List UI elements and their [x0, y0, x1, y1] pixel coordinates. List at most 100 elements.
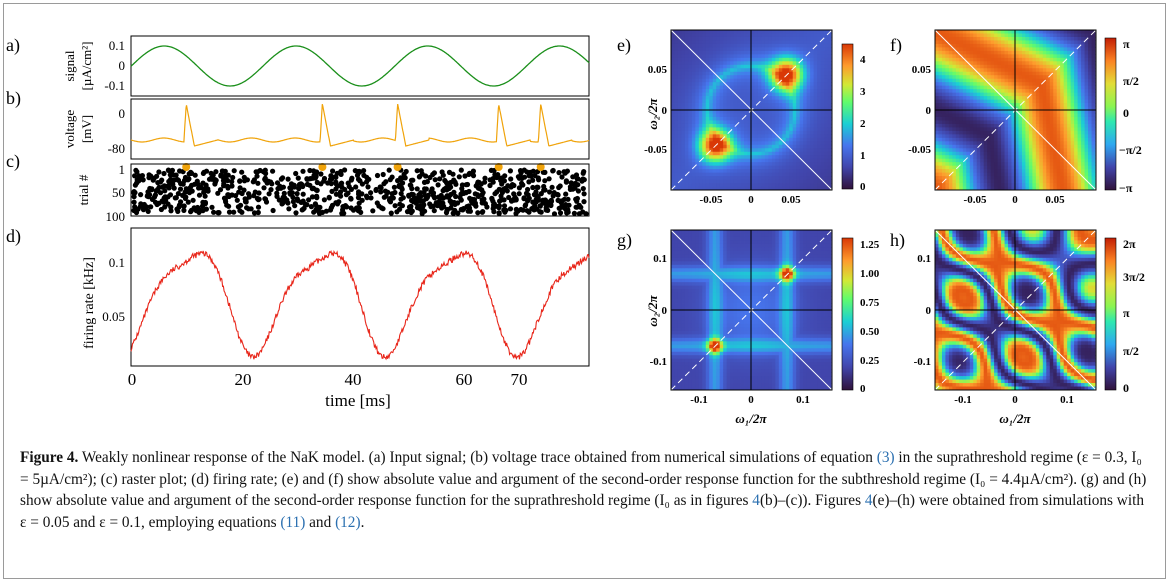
heatmap-cell — [1008, 75, 1012, 80]
heatmap-cell — [1077, 85, 1082, 90]
heatmap-cell — [941, 99, 946, 104]
heatmap-cell — [1032, 134, 1037, 139]
heatmap-cell — [684, 176, 689, 180]
heatmap-cell — [803, 110, 808, 114]
heatmap-cell — [782, 162, 787, 167]
heatmap-cell — [1053, 33, 1058, 38]
raster-dot — [170, 181, 176, 188]
raster-dot — [344, 204, 350, 210]
heatmap-cell — [810, 68, 815, 73]
heatmap-cell — [1049, 47, 1054, 52]
raster-dot — [450, 171, 456, 177]
heatmap-cell — [712, 123, 717, 128]
heatmap-cell — [1008, 141, 1012, 146]
heatmap-cell — [799, 162, 804, 167]
heatmap-cell — [716, 123, 721, 128]
heatmap-cell — [941, 30, 946, 34]
heatmap-cell — [785, 75, 790, 80]
heatmap-cell — [952, 54, 957, 59]
heatmap-cell — [712, 120, 717, 125]
heatmap-cell — [705, 71, 710, 76]
heatmap-cell — [1018, 137, 1023, 142]
heatmap-cell — [969, 50, 974, 55]
heatmap-cell — [754, 57, 759, 62]
heatmap-cell — [723, 134, 728, 139]
raster-dot — [329, 188, 335, 194]
heatmap-cell — [1025, 123, 1030, 128]
heatmap-cell — [684, 158, 689, 163]
heatmap-cell — [775, 155, 780, 160]
heatmap-cell — [688, 89, 693, 94]
heatmap-cell — [1018, 75, 1023, 80]
raster-dot — [452, 201, 458, 207]
heatmap-cell — [945, 183, 950, 187]
heatmap-cell — [764, 78, 769, 83]
raster-dot — [425, 192, 431, 198]
heatmap-cell — [757, 172, 762, 177]
heatmap-cell — [987, 183, 992, 187]
raster-dot — [523, 190, 530, 196]
heatmap-cell — [702, 50, 707, 55]
heatmap-cell — [1042, 57, 1047, 62]
heatmap-cell — [813, 186, 818, 191]
heatmap-cell — [1077, 30, 1082, 34]
heatmap-cell — [952, 43, 957, 48]
raster-dot — [314, 193, 320, 199]
heatmap-cell — [994, 155, 999, 160]
heatmap-cell — [695, 130, 700, 135]
heatmap-cell — [1028, 40, 1033, 45]
raster-dot — [237, 185, 243, 191]
raster-dot — [314, 203, 320, 209]
heatmap-cell — [1008, 68, 1012, 73]
heatmap-cell — [716, 110, 721, 114]
heatmap-cell — [677, 43, 682, 48]
heatmap-cell — [740, 92, 745, 97]
colorbar-tick: 2 — [860, 118, 866, 130]
heatmap-cell — [789, 165, 794, 170]
heatmap-cell — [716, 176, 721, 180]
heatmap-cell — [955, 89, 960, 94]
heatmap-cell — [987, 110, 992, 114]
heatmap-cell — [740, 50, 745, 55]
heatmap-cell — [716, 96, 721, 100]
heatmap-cell — [976, 116, 981, 121]
heatmap-cell — [702, 106, 707, 111]
heatmap-cell — [810, 137, 815, 142]
heatmap-cell — [709, 40, 714, 45]
heatmap-cell — [1032, 82, 1037, 87]
raster-dot — [177, 186, 184, 192]
heatmap-cell — [1021, 47, 1026, 52]
raster-dot — [345, 180, 351, 186]
heatmap-cell — [997, 68, 1002, 73]
heatmap-cell — [938, 155, 943, 160]
heatmap-cell — [948, 113, 953, 118]
heatmap-cell — [1039, 57, 1044, 62]
heatmap-cell — [952, 179, 957, 184]
heatmap-cell — [955, 134, 960, 139]
heatmap-cell — [674, 40, 679, 45]
heatmap-cell — [744, 47, 748, 52]
heatmap-cell — [1056, 40, 1061, 45]
heatmap-cell — [789, 127, 794, 132]
heatmap-cell — [1001, 134, 1005, 139]
heatmap-cell — [768, 162, 773, 167]
heatmap-cell — [1067, 130, 1072, 135]
heatmap-cell — [702, 33, 707, 38]
heatmap-cell — [966, 71, 971, 76]
heatmap-cell — [817, 96, 821, 100]
heatmap-cell — [1074, 169, 1079, 174]
heatmap-cell — [827, 151, 832, 156]
raster-dot — [185, 199, 191, 205]
heatmap-cell — [806, 151, 811, 156]
heatmap-cell — [1070, 151, 1075, 156]
heatmap-cell — [782, 57, 787, 62]
heatmap-cell — [994, 96, 999, 100]
heatmap-cell — [740, 68, 745, 73]
heatmap-cell — [716, 186, 721, 191]
heatmap-cell — [778, 82, 783, 87]
heatmap-cell — [952, 162, 957, 167]
raster-dot — [427, 201, 433, 207]
heatmap-cell — [782, 165, 787, 170]
heatmap-cell — [1015, 96, 1019, 100]
